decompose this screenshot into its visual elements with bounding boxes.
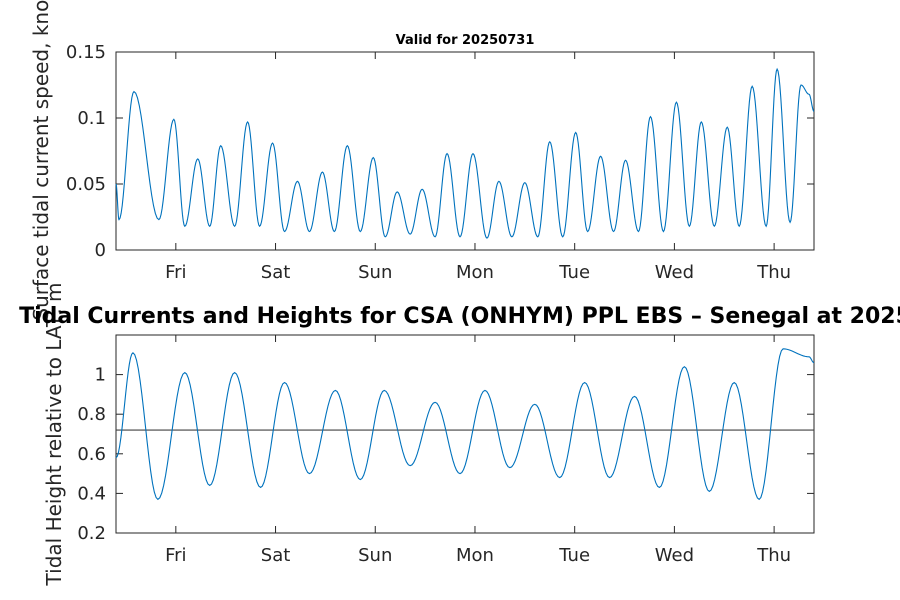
current-speed-x-tick-label: Mon <box>456 262 494 283</box>
tidal-height-x-tick-label: Sat <box>261 545 291 566</box>
current-speed-x-tick-label: Sat <box>261 262 291 283</box>
current-speed-x-ticks: Fri Sat Sun Mon Tue Wed Thu <box>165 52 791 283</box>
tidal-height-x-tick-label: Mon <box>456 545 494 566</box>
tidal-height-series <box>115 348 815 501</box>
current-speed-y-ticks: 0 0.05 0.1 0.15 <box>66 42 814 261</box>
current-speed-plot-area <box>115 51 815 251</box>
current-speed-x-tick-label: Thu <box>756 262 791 283</box>
tidal-height-plot-area <box>115 334 815 534</box>
current-speed-y-tick-label: 0.05 <box>66 174 106 195</box>
tidal-height-x-tick-label: Fri <box>165 545 186 566</box>
tidal-height-y-tick-label: 0.8 <box>77 404 106 425</box>
tidal-height-x-tick-label: Tue <box>558 545 590 566</box>
current-speed-chart-title: Valid for 20250731 <box>396 33 535 48</box>
current-speed-x-tick-label: Tue <box>558 262 590 283</box>
tidal-height-x-ticks: Fri Sat Sun Mon Tue Wed Thu <box>165 335 791 566</box>
current-speed-panel: Valid for 20250731 Surface tidal current… <box>29 0 815 321</box>
tidal-height-x-tick-label: Thu <box>756 545 791 566</box>
tidal-height-x-tick-label: Wed <box>655 545 694 566</box>
tidal-height-panel: Tidal Height relative to LAT, m 0.20.40.… <box>42 283 815 587</box>
tidal-height-y-tick-label: 0.2 <box>77 523 106 544</box>
current-speed-x-tick-label: Fri <box>165 262 186 283</box>
current-speed-y-tick-label: 0.1 <box>77 108 106 129</box>
tidal-height-y-ticks: 0.2 0.4 0.6 0.8 1 <box>77 365 814 544</box>
current-speed-x-tick-label: Sun <box>358 262 392 283</box>
current-speed-y-tick-label: 0 <box>95 240 106 261</box>
tidal-height-y-axis-label: Tidal Height relative to LAT, m <box>42 283 66 587</box>
figure-main-title: Tidal Currents and Heights for CSA (ONHY… <box>19 304 900 329</box>
tidal-height-y-tick-label: 1 <box>95 365 106 386</box>
current-speed-x-tick-label: Wed <box>655 262 694 283</box>
current-speed-y-axis-label: Surface tidal current speed, knots <box>29 0 53 321</box>
current-speed-y-tick-label: 0.15 <box>66 42 106 63</box>
tidal-height-series-line <box>115 348 815 501</box>
tidal-height-x-tick-label: Sun <box>358 545 392 566</box>
tidal-height-y-tick-label: 0.6 <box>77 444 106 465</box>
current-speed-series-line <box>115 67 815 239</box>
tidal-height-y-tick-label: 0.4 <box>77 483 106 504</box>
current-speed-series <box>115 67 815 239</box>
